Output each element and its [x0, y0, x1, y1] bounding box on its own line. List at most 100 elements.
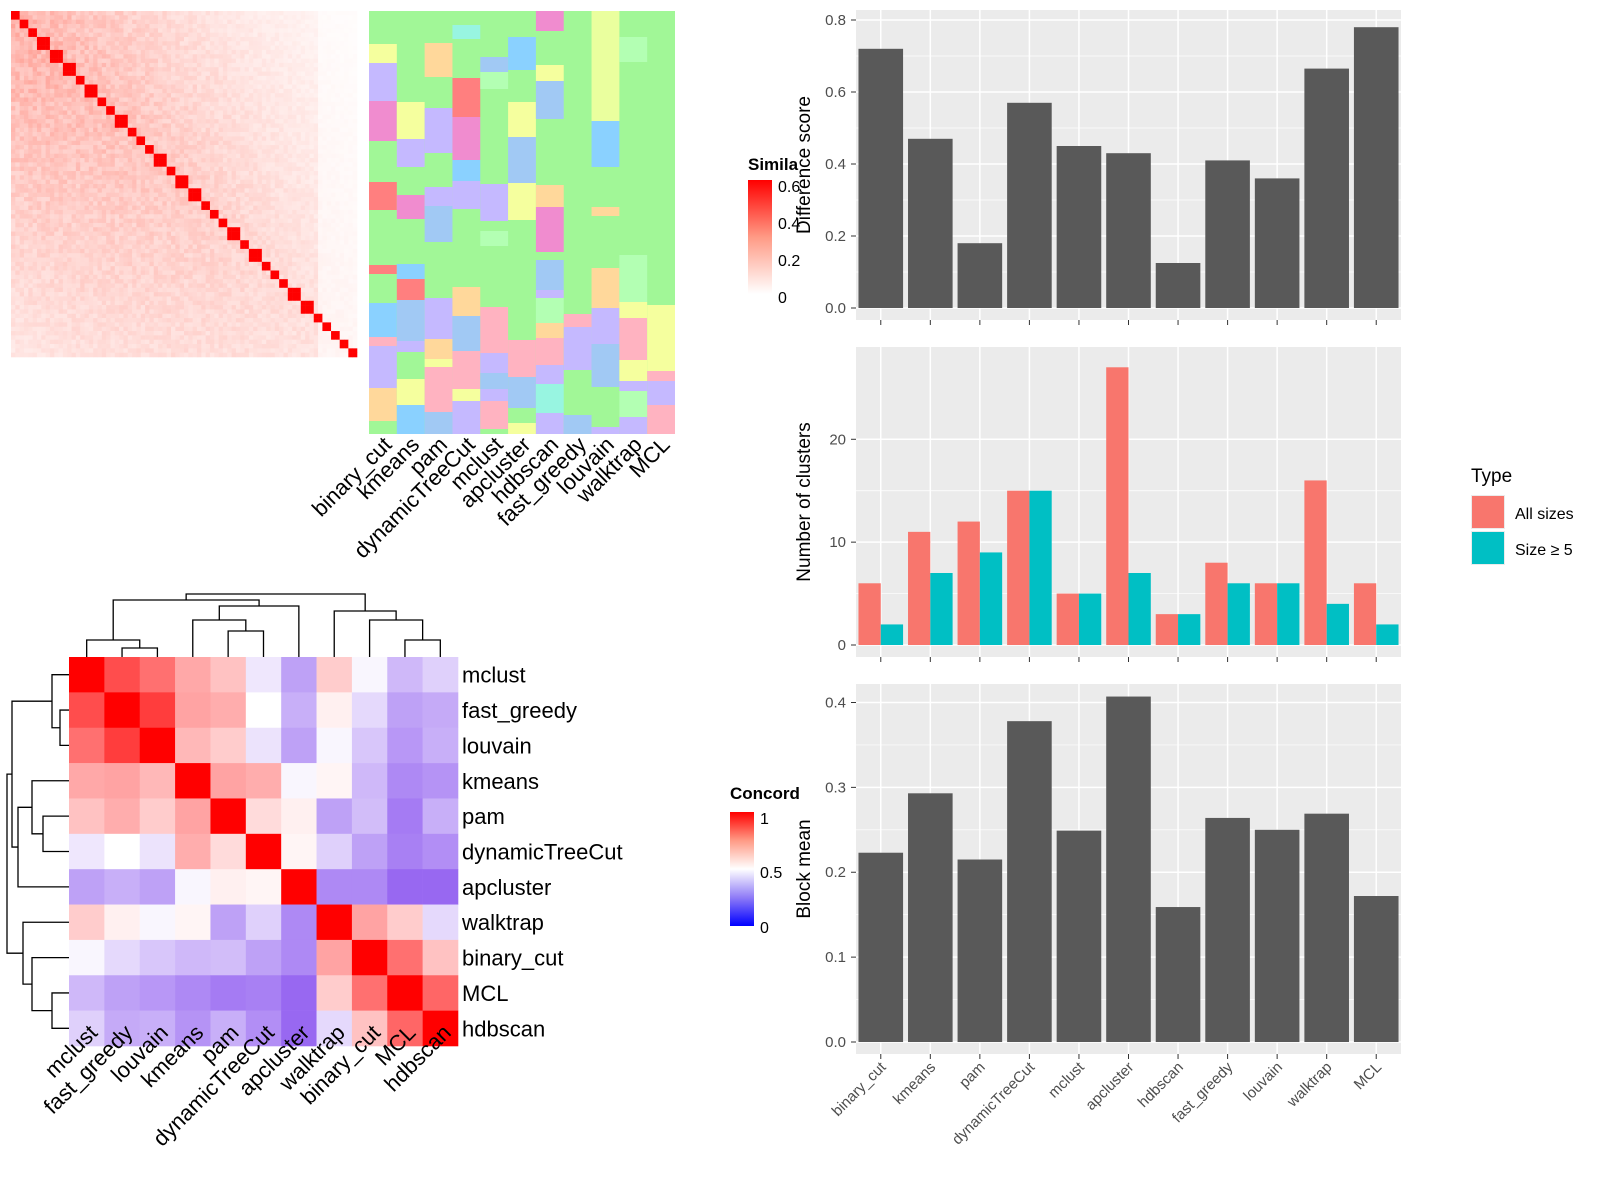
similarity-cell [244, 248, 250, 254]
similarity-cell [49, 36, 55, 42]
similarity-cell [88, 132, 94, 137]
similarity-cell [261, 136, 267, 142]
similarity-cell [88, 84, 94, 90]
similarity-cell [344, 88, 349, 94]
similarity-cell [110, 162, 116, 167]
similarity-cell [218, 106, 224, 111]
similarity-cell [192, 136, 198, 142]
similarity-cell [67, 196, 72, 202]
similarity-cell [127, 49, 133, 55]
similarity-cell [231, 192, 237, 198]
similarity-cell [292, 196, 297, 202]
similarity-cell [136, 149, 142, 155]
similarity-cell [309, 67, 315, 72]
similarity-cell [32, 184, 38, 189]
similarity-cell [352, 257, 358, 263]
similarity-cell [97, 110, 103, 116]
similarity-cell [240, 244, 245, 250]
similarity-cell [127, 28, 133, 33]
similarity-cell [23, 101, 29, 107]
similarity-cell [179, 71, 185, 77]
similarity-cell [162, 279, 167, 284]
similarity-cell [127, 270, 133, 276]
similarity-cell [54, 32, 59, 38]
similarity-cell [192, 67, 198, 72]
similarity-cell [227, 270, 232, 276]
similarity-cell [45, 88, 51, 94]
similarity-cell [136, 179, 142, 185]
similarity-cell [344, 132, 349, 137]
similarity-cell [88, 188, 94, 193]
similarity-cell [287, 93, 293, 98]
similarity-cell [274, 240, 280, 245]
similarity-cell [88, 158, 94, 163]
similarity-cell [201, 80, 206, 85]
similarity-cell [292, 149, 297, 155]
similarity-cell [257, 75, 263, 81]
similarity-cell [106, 162, 111, 167]
similarity-cell [171, 274, 176, 280]
similarity-cell [71, 101, 77, 107]
similarity-cell [261, 49, 267, 55]
similarity-cell [101, 184, 107, 189]
similarity-cell [106, 123, 111, 129]
similarity-cell [296, 201, 302, 206]
similarity-cell [149, 11, 155, 16]
similarity-cell [248, 248, 254, 254]
similarity-cell [153, 253, 159, 258]
similarity-cell [292, 184, 297, 189]
similarity-cell [240, 209, 245, 215]
similarity-cell [283, 218, 289, 224]
similarity-cell [209, 218, 215, 224]
similarity-cell [97, 49, 103, 55]
similarity-cell [162, 179, 167, 185]
similarity-cell [23, 153, 29, 159]
similarity-cell [158, 261, 163, 267]
similarity-cell [305, 49, 310, 55]
similarity-cell [179, 45, 185, 51]
similarity-cell [136, 231, 142, 237]
similarity-cell [331, 23, 336, 29]
similarity-cell [175, 218, 180, 224]
similarity-cell [287, 235, 293, 241]
similarity-cell [179, 248, 185, 254]
similarity-cell [36, 166, 42, 172]
similarity-cell [45, 97, 51, 103]
similarity-cell [166, 58, 172, 64]
similarity-cell [71, 188, 77, 193]
similarity-cell [240, 240, 245, 245]
similarity-cell [93, 19, 98, 25]
similarity-cell [283, 71, 289, 77]
similarity-cell [62, 196, 68, 202]
similarity-cell [28, 196, 33, 202]
similarity-cell [127, 222, 133, 228]
similarity-cell [67, 218, 72, 224]
similarity-cell [162, 149, 167, 155]
similarity-cell [201, 214, 206, 219]
similarity-cell [188, 184, 193, 189]
similarity-cell [23, 123, 29, 129]
similarity-cell [166, 257, 172, 263]
similarity-cell [309, 235, 315, 241]
similarity-cell [331, 227, 336, 232]
similarity-cell [313, 175, 319, 180]
similarity-cell [339, 41, 345, 46]
similarity-cell [179, 145, 185, 150]
similarity-cell [114, 15, 120, 20]
similarity-cell [32, 19, 38, 25]
similarity-cell [153, 58, 159, 64]
similarity-cell [19, 171, 25, 176]
similarity-cell [28, 15, 33, 20]
similarity-cell [153, 192, 159, 198]
similarity-cell [179, 188, 185, 193]
similarity-cell [97, 140, 103, 146]
similarity-cell [309, 179, 315, 185]
similarity-cell [244, 106, 250, 111]
similarity-cell [45, 244, 51, 250]
similarity-cell [283, 80, 289, 85]
similarity-cell [41, 257, 46, 263]
similarity-cell [335, 119, 340, 124]
similarity-cell [149, 119, 155, 124]
similarity-cell [292, 145, 297, 150]
